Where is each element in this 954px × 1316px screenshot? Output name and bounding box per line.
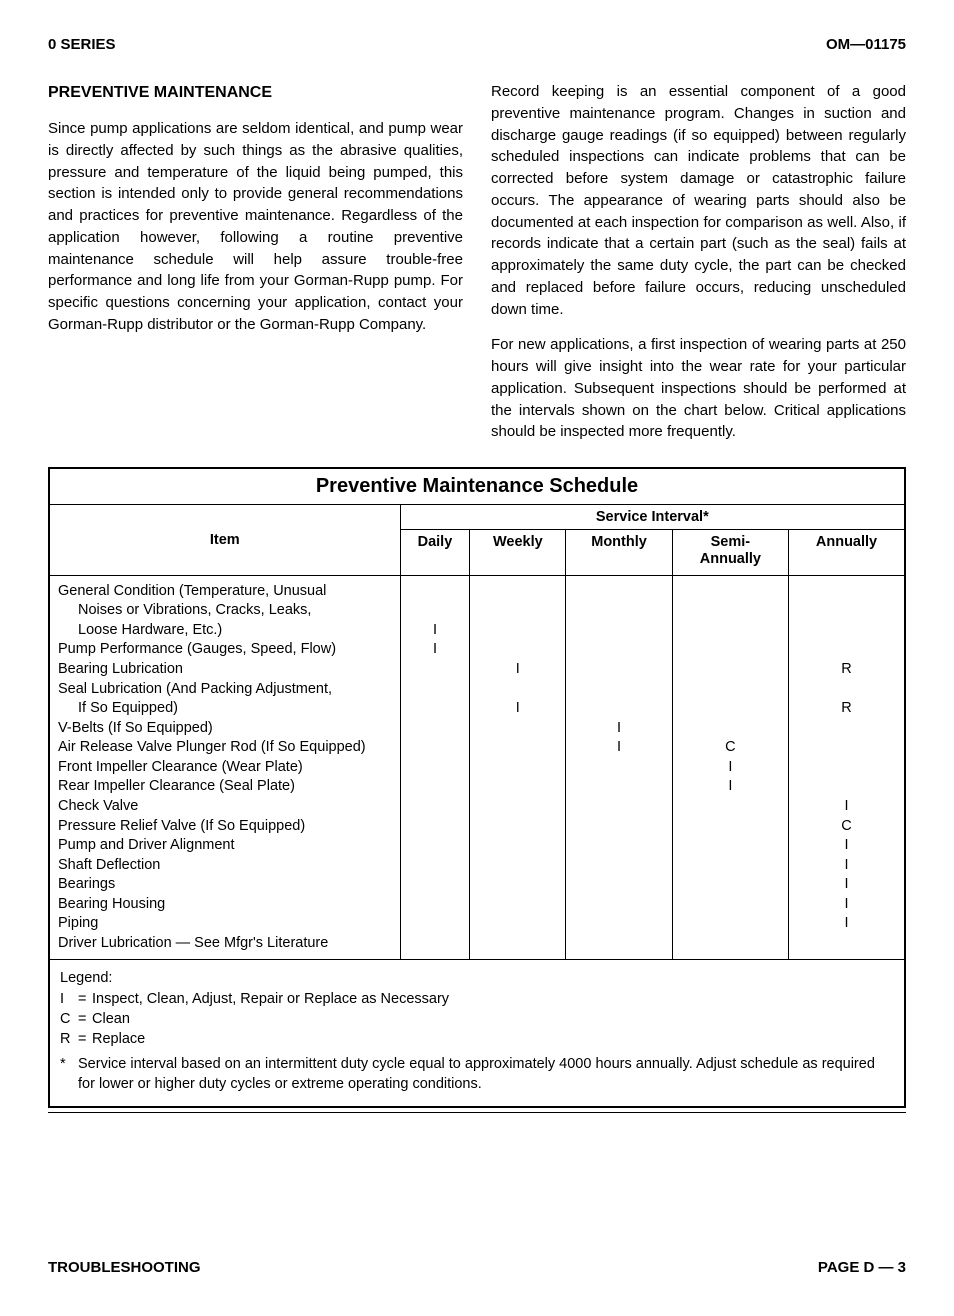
- legend-entry: C= Clean: [60, 1009, 894, 1029]
- table-item: Seal Lubrication (And Packing Adjustment…: [58, 680, 394, 700]
- footer-right: PAGE D — 3: [818, 1259, 906, 1276]
- th-interval: Annually: [789, 530, 904, 576]
- table-item: Check Valve: [58, 797, 394, 817]
- item-cell: General Condition (Temperature, UnusualN…: [50, 575, 400, 959]
- table-item: Rear Impeller Clearance (Seal Plate): [58, 777, 394, 797]
- legend-key: C: [60, 1009, 78, 1029]
- table-item: Pump Performance (Gauges, Speed, Flow): [58, 640, 394, 660]
- equals-icon: =: [78, 1009, 92, 1029]
- table-item: If So Equipped): [58, 699, 394, 719]
- footer-rule: [48, 1112, 906, 1113]
- legend-text: Replace: [92, 1029, 145, 1049]
- legend-entry: R= Replace: [60, 1029, 894, 1049]
- value-cell: II: [566, 575, 672, 959]
- th-interval: Weekly: [470, 530, 566, 576]
- table-item: Driver Lubrication — See Mfgr's Literatu…: [58, 934, 394, 954]
- legend-text: Clean: [92, 1009, 130, 1029]
- table-title: Preventive Maintenance Schedule: [50, 469, 904, 505]
- th-interval: Monthly: [566, 530, 672, 576]
- value-cell: II: [400, 575, 470, 959]
- table-item: Air Release Valve Plunger Rod (If So Equ…: [58, 738, 394, 758]
- asterisk-icon: *: [60, 1054, 78, 1095]
- value-cell: R R ICIIIII: [789, 575, 904, 959]
- paragraph: Since pump applications are seldom ident…: [48, 118, 463, 336]
- maintenance-table: Item Service Interval* DailyWeeklyMonthl…: [50, 505, 904, 959]
- value-cell: CII: [672, 575, 788, 959]
- paragraph: Record keeping is an essential component…: [491, 81, 906, 320]
- legend-entry: I= Inspect, Clean, Adjust, Repair or Rep…: [60, 989, 894, 1009]
- legend: Legend: I= Inspect, Clean, Adjust, Repai…: [50, 959, 904, 1106]
- th-service-interval: Service Interval*: [400, 505, 904, 530]
- body-columns: PREVENTIVE MAINTENANCE Since pump applic…: [48, 81, 906, 443]
- table-item: Bearing Lubrication: [58, 660, 394, 680]
- legend-key: R: [60, 1029, 78, 1049]
- table-item: Loose Hardware, Etc.): [58, 621, 394, 641]
- header-left: 0 SERIES: [48, 36, 116, 53]
- paragraph: For new applications, a first inspection…: [491, 334, 906, 443]
- table-item: Piping: [58, 914, 394, 934]
- table-item: V-Belts (If So Equipped): [58, 719, 394, 739]
- th-interval: Semi-Annually: [672, 530, 788, 576]
- header-right: OM—01175: [826, 36, 906, 53]
- th-item: Item: [50, 505, 400, 575]
- table-body: General Condition (Temperature, UnusualN…: [50, 575, 904, 959]
- legend-key: I: [60, 989, 78, 1009]
- page-header: 0 SERIES OM—01175: [48, 36, 906, 53]
- legend-title: Legend:: [60, 968, 894, 988]
- table-item: Pressure Relief Valve (If So Equipped): [58, 817, 394, 837]
- equals-icon: =: [78, 1029, 92, 1049]
- table-item: Noises or Vibrations, Cracks, Leaks,: [58, 601, 394, 621]
- th-interval: Daily: [400, 530, 470, 576]
- legend-footnote: * Service interval based on an intermitt…: [60, 1054, 894, 1095]
- maintenance-table-wrap: Preventive Maintenance Schedule Item Ser…: [48, 467, 906, 1108]
- value-cell: I I: [470, 575, 566, 959]
- table-item: Shaft Deflection: [58, 856, 394, 876]
- table-item: Front Impeller Clearance (Wear Plate): [58, 758, 394, 778]
- footer-left: TROUBLESHOOTING: [48, 1259, 201, 1276]
- table-item: Bearings: [58, 875, 394, 895]
- equals-icon: =: [78, 989, 92, 1009]
- table-item: Bearing Housing: [58, 895, 394, 915]
- page-footer: TROUBLESHOOTING PAGE D — 3: [48, 1253, 906, 1276]
- section-title: PREVENTIVE MAINTENANCE: [48, 81, 463, 104]
- table-item: Pump and Driver Alignment: [58, 836, 394, 856]
- legend-text: Inspect, Clean, Adjust, Repair or Replac…: [92, 989, 449, 1009]
- legend-footnote-text: Service interval based on an intermitten…: [78, 1054, 894, 1095]
- table-item: General Condition (Temperature, Unusual: [58, 582, 394, 602]
